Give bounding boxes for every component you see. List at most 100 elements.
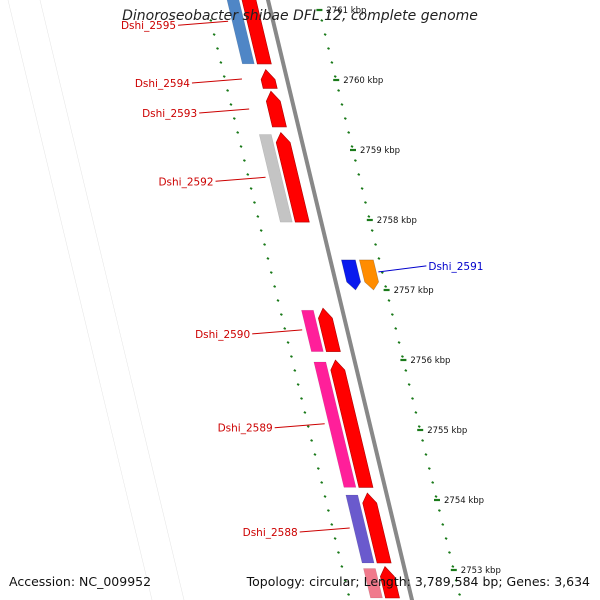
accession-text: Accession: NC_009952 bbox=[9, 574, 152, 589]
scale-tick-left bbox=[259, 229, 263, 232]
scale-tick-left bbox=[239, 145, 243, 148]
scale-tick-right bbox=[458, 593, 462, 596]
gene-shade-Dshi_2590 bbox=[301, 309, 324, 352]
scale-tick-left bbox=[303, 411, 307, 414]
scale-tick-right bbox=[364, 201, 367, 204]
scale-tick-left bbox=[219, 61, 223, 64]
scale-label: 2760 kbp bbox=[343, 76, 383, 86]
gene-arrow-Dshi_2591-a bbox=[340, 259, 362, 291]
gene-label-leader bbox=[274, 423, 325, 429]
scale-tick-right bbox=[384, 285, 388, 288]
scale-label: 2754 kbp bbox=[444, 496, 484, 506]
scale-tick-right bbox=[327, 47, 330, 50]
gene-shade-unnamed bbox=[363, 568, 383, 599]
scale-tick-right bbox=[380, 271, 384, 274]
scale-tick-right bbox=[357, 173, 361, 176]
scale-tick-left bbox=[273, 285, 277, 288]
scale-tick-right bbox=[411, 397, 414, 400]
scale-tick-left bbox=[340, 565, 344, 568]
scale-label: 2756 kbp bbox=[410, 356, 450, 366]
scale-tick-left bbox=[236, 131, 240, 134]
scale-tick-left bbox=[209, 19, 213, 22]
scale-tick-left bbox=[266, 257, 270, 260]
gene-arrow-Dshi_2595 bbox=[241, 0, 272, 65]
gene-shade-Dshi_2589 bbox=[313, 361, 357, 488]
gene-label-leader bbox=[191, 78, 242, 84]
scale-tick-left bbox=[313, 453, 317, 456]
scale-tick-left bbox=[347, 593, 351, 596]
scale-tick-left bbox=[256, 215, 260, 218]
scale-tick-left bbox=[242, 159, 246, 162]
scale-tick-left bbox=[316, 467, 320, 470]
scale-tick-right bbox=[337, 89, 341, 92]
scale-tick-left bbox=[326, 509, 330, 512]
scale-tick-right bbox=[400, 355, 404, 358]
scale-tick-right bbox=[343, 117, 347, 120]
scale-tick-right bbox=[377, 257, 381, 260]
gene-arrow-Dshi_2589 bbox=[330, 359, 374, 488]
map-title: Dinoroseobacter shibae DFL 12, complete … bbox=[122, 8, 478, 24]
scale-tick-right bbox=[424, 453, 428, 456]
gene-label: Dshi_2588 bbox=[243, 527, 298, 539]
scale-label: 2761 kbp bbox=[326, 6, 366, 16]
scale-tick-right bbox=[387, 299, 391, 302]
gene-shade-Dshi_2592 bbox=[258, 134, 293, 223]
scale-tick-left bbox=[343, 579, 347, 582]
scale-tick-left bbox=[320, 481, 324, 484]
scale-tick-right bbox=[370, 229, 374, 232]
scale-tick-right bbox=[320, 19, 324, 22]
scale-tick-right bbox=[374, 243, 378, 246]
scale-tick-left bbox=[249, 187, 253, 190]
gene-arrow-Dshi_2592 bbox=[275, 131, 310, 223]
scale-label: 2759 kbp bbox=[360, 146, 400, 156]
scale-tick-left bbox=[216, 47, 219, 50]
scale-tick-left bbox=[323, 495, 327, 498]
scale-tick-left bbox=[279, 313, 283, 316]
scale-tick-right bbox=[427, 467, 431, 470]
scale-label: 2753 kbp bbox=[461, 566, 501, 576]
scale-tick-right bbox=[448, 551, 451, 554]
scale-tick-left bbox=[246, 173, 250, 176]
gene-label: Dshi_2589 bbox=[218, 423, 273, 435]
scale-label: 2755 kbp bbox=[427, 426, 467, 436]
scale-tick-right bbox=[444, 537, 448, 540]
gene-label-leader bbox=[178, 20, 229, 26]
scale-tick-left bbox=[330, 523, 334, 526]
scale-tick-left bbox=[296, 383, 300, 386]
scale-tick-left bbox=[286, 341, 290, 344]
scale-tick-right bbox=[414, 411, 418, 414]
scale-tick-left bbox=[226, 89, 230, 92]
scale-tick-right bbox=[434, 495, 438, 498]
scale-tick-right bbox=[417, 425, 421, 428]
scale-tick-right bbox=[350, 145, 354, 148]
backbone-line bbox=[265, 0, 415, 600]
gene-label: Dshi_2593 bbox=[142, 108, 197, 120]
gene-label: Dshi_2594 bbox=[135, 78, 190, 90]
scale-tick-left bbox=[300, 397, 303, 400]
scale-tick-right bbox=[323, 33, 327, 36]
gene-shade-Dshi_2588 bbox=[345, 494, 375, 564]
gene-arrow-Dshi_2590 bbox=[318, 307, 341, 352]
scale-tick-left bbox=[269, 271, 273, 274]
scale-tick-right bbox=[394, 327, 398, 330]
scale-tick-right bbox=[390, 313, 394, 316]
gene-label: Dshi_2591 bbox=[428, 261, 483, 273]
scale-tick-left bbox=[229, 103, 233, 106]
gene-label: Dshi_2590 bbox=[195, 329, 250, 341]
scale-tick-left bbox=[293, 369, 297, 372]
gene-label-leader bbox=[215, 176, 266, 182]
gene-label-leader bbox=[378, 265, 427, 273]
scale-tick-right bbox=[353, 159, 357, 162]
scale-label: 2757 kbp bbox=[394, 286, 434, 296]
scale-tick-right bbox=[367, 215, 371, 218]
scale-tick-left bbox=[263, 243, 267, 246]
scale-tick-left bbox=[276, 299, 280, 302]
scale-tick-left bbox=[232, 117, 236, 120]
scale-tick-right bbox=[437, 509, 441, 512]
scale-tick-right bbox=[454, 579, 458, 582]
gene-arrow-unnamed bbox=[380, 565, 400, 599]
gene-label: Dshi_2592 bbox=[158, 176, 213, 188]
gene-shade-Dshi_2595 bbox=[226, 0, 255, 65]
scale-tick-left bbox=[222, 75, 226, 78]
scale-tick-right bbox=[333, 75, 337, 78]
